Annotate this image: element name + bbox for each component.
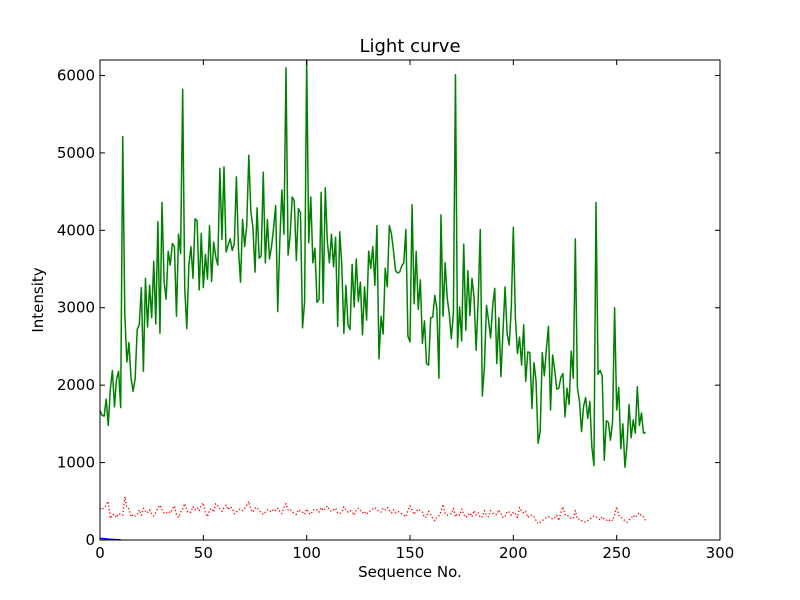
y-tick-label: 3000 bbox=[57, 299, 95, 317]
x-tick-label: 300 bbox=[706, 544, 735, 562]
plot-frame bbox=[99, 59, 721, 541]
y-tick-label: 6000 bbox=[57, 66, 95, 84]
x-tick-label: 0 bbox=[95, 544, 105, 562]
y-tick-label: 2000 bbox=[57, 376, 95, 394]
y-axis-label: Intensity bbox=[29, 267, 47, 332]
y-tick-label: 5000 bbox=[57, 144, 95, 162]
x-tick-label: 150 bbox=[396, 544, 425, 562]
ticks-layer: 0 50 100 150 200 250 3000100020003000400050006… bbox=[57, 60, 735, 562]
y-tick-label: 1000 bbox=[57, 454, 95, 472]
series-line-2 bbox=[100, 495, 647, 525]
chart-title: Light curve bbox=[359, 36, 460, 57]
x-tick-label: 250 bbox=[602, 544, 631, 562]
series-line-1 bbox=[100, 60, 646, 468]
x-tick-label: 100 bbox=[292, 544, 321, 562]
x-tick-label: 200 bbox=[499, 544, 528, 562]
y-tick-label: 4000 bbox=[57, 221, 95, 239]
x-tick-label: 50 bbox=[194, 544, 213, 562]
y-tick-label: 0 bbox=[85, 531, 95, 549]
x-axis-label: Sequence No. bbox=[358, 563, 462, 581]
